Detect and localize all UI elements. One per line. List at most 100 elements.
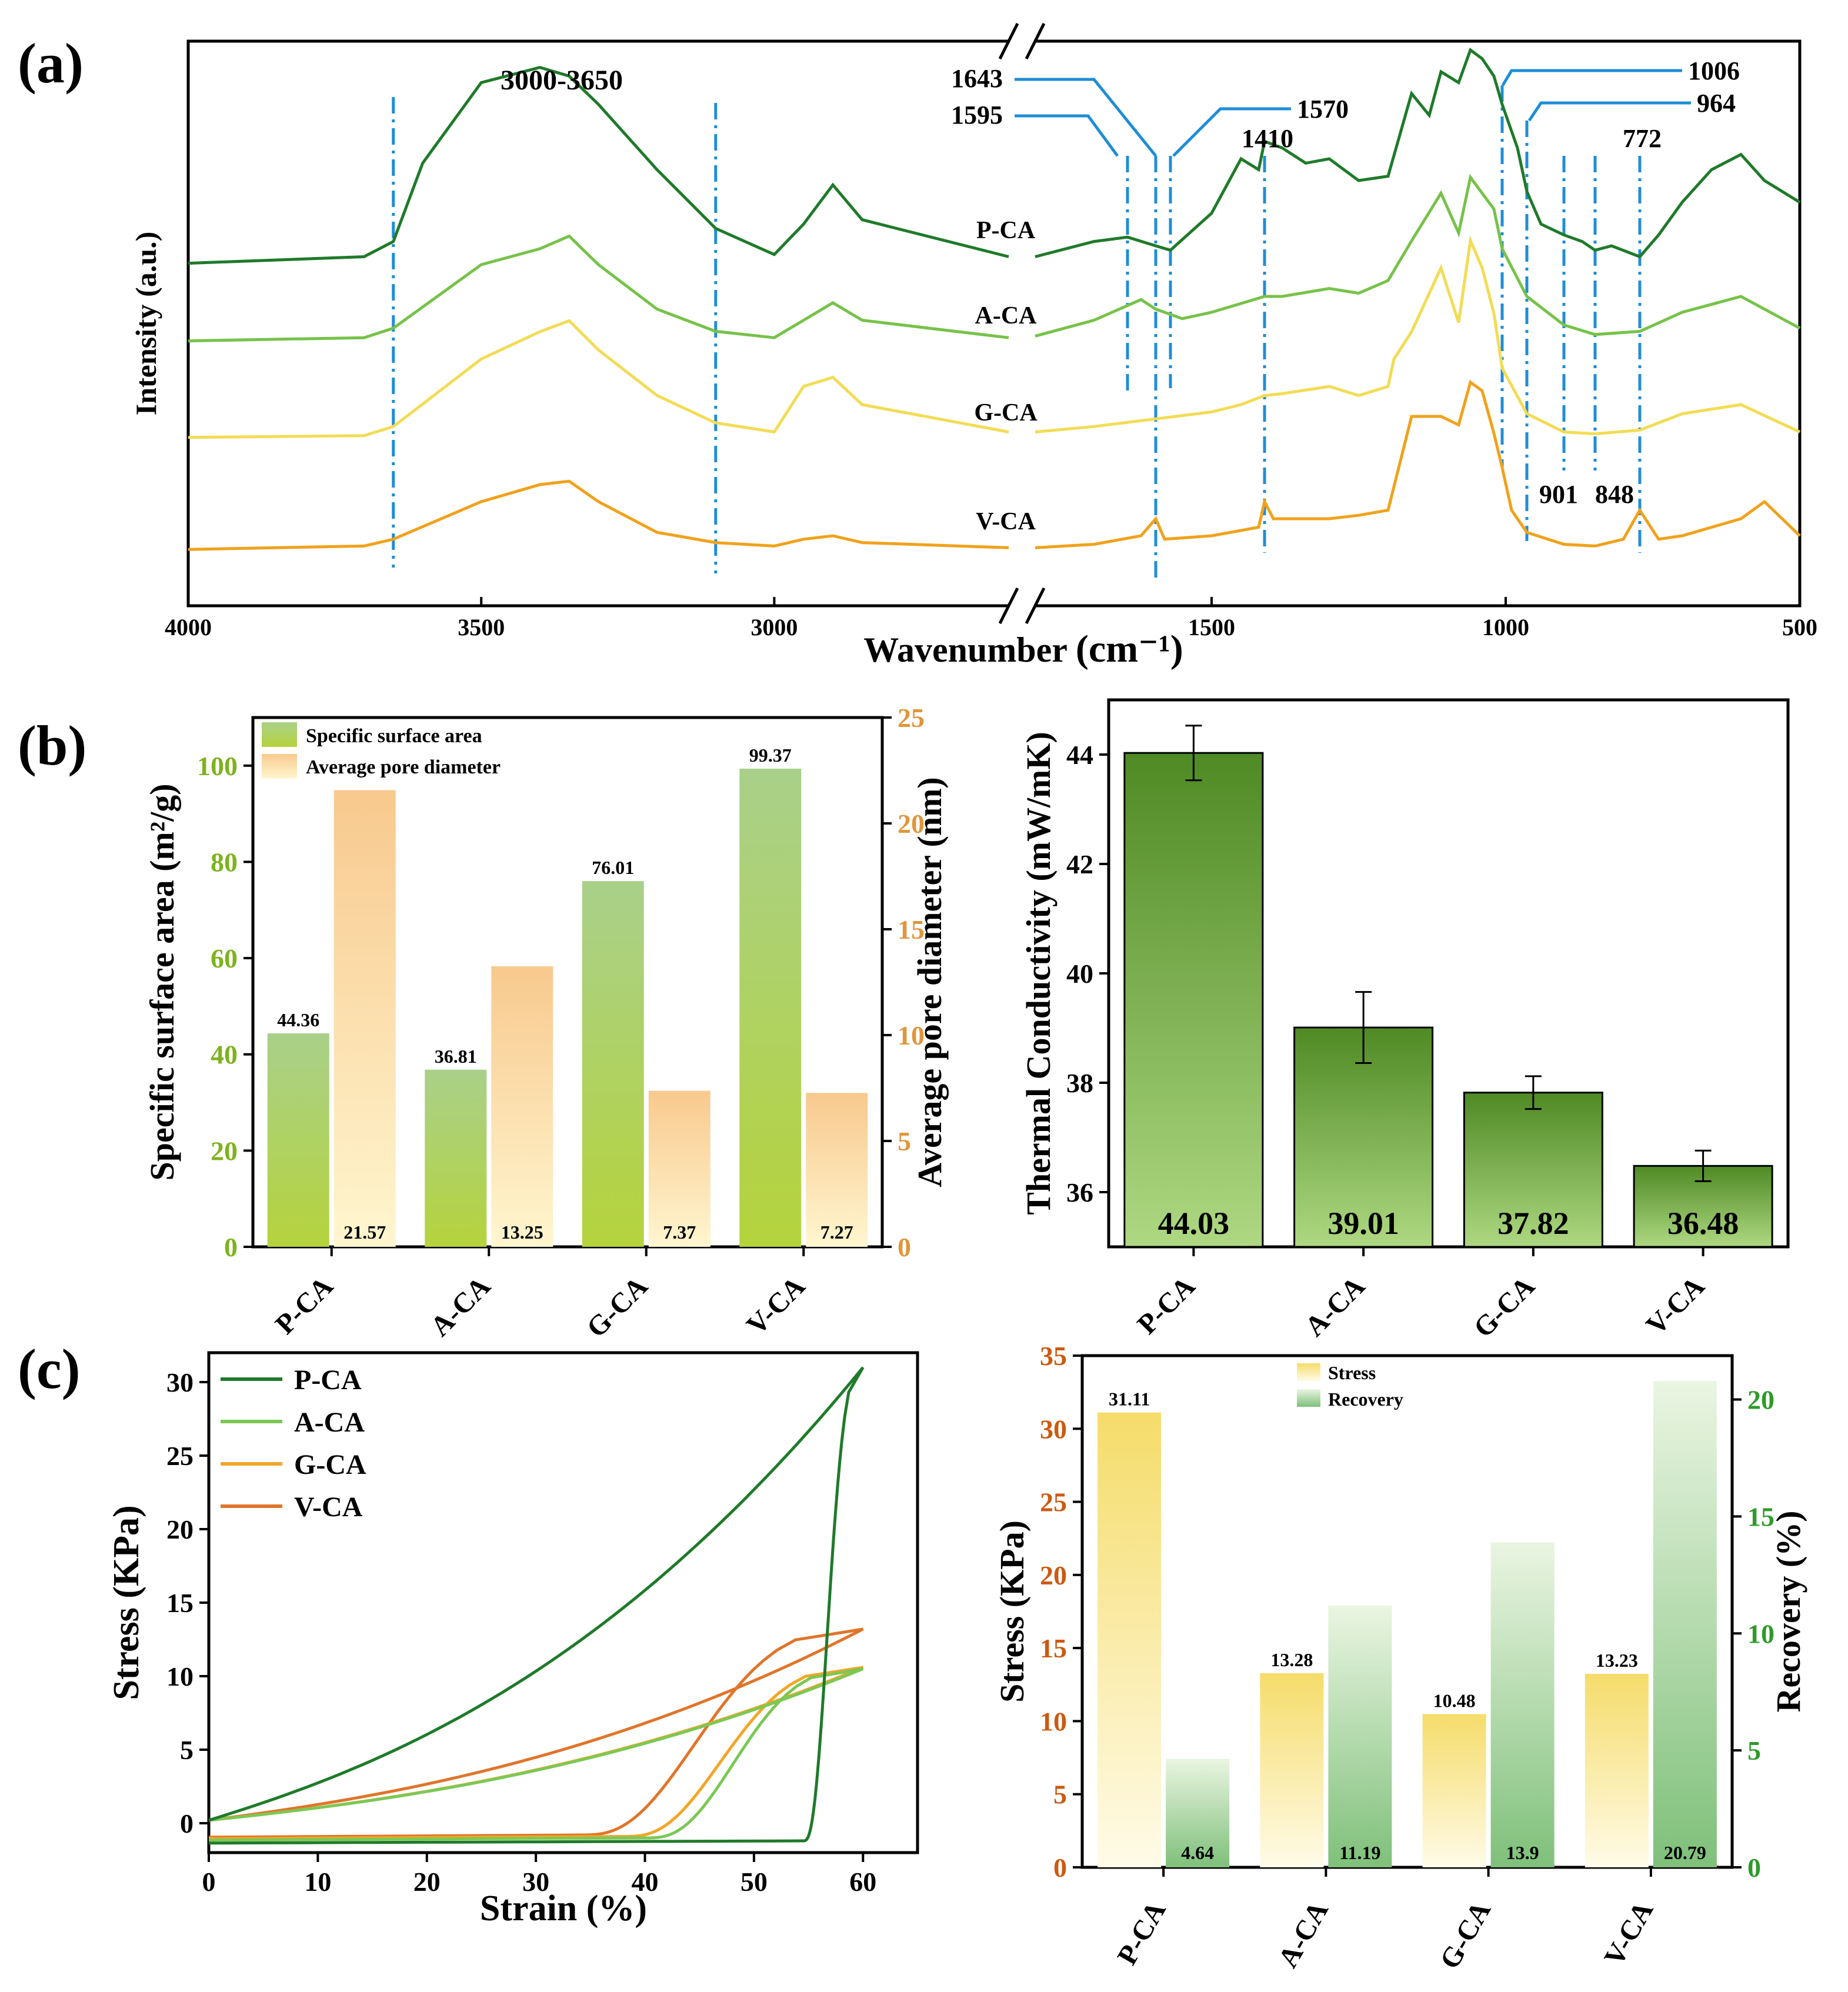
bet-ytick-label: 20 xyxy=(211,1136,238,1166)
sr-ytick-label: 25 xyxy=(1040,1487,1067,1517)
thermal-xtick-label: P-CA xyxy=(1132,1270,1202,1340)
sr-label-recovery: 13.9 xyxy=(1506,1842,1539,1863)
bet-label-apd: 21.57 xyxy=(343,1222,386,1243)
sr-ytick-label: 35 xyxy=(1040,1341,1067,1371)
ftir-xtick-label: 1500 xyxy=(1188,614,1235,640)
bet-ytick2-label: 15 xyxy=(898,915,925,945)
bet-bar-ssa-g-ca xyxy=(582,881,644,1247)
ss-legend-label: A-CA xyxy=(294,1407,365,1438)
anno-964: 964 xyxy=(1697,89,1736,118)
anno-leader-lines xyxy=(1015,69,1691,157)
legend-swatch-stress xyxy=(1297,1363,1320,1381)
bet-ytick2-label: 25 xyxy=(898,703,925,733)
bet-ytick-label: 80 xyxy=(211,847,238,877)
thermal-xtick-label: G-CA xyxy=(1467,1270,1540,1343)
ftir-xtick-label: 3500 xyxy=(458,614,505,640)
legend-swatch-recovery xyxy=(1297,1389,1320,1407)
ftir-xlabel: Wavenumber (cm⁻¹) xyxy=(863,628,1183,670)
sr-xtick-label: A-CA xyxy=(1272,1896,1335,1973)
ss-ytick-label: 15 xyxy=(166,1588,194,1618)
anno-1643: 1643 xyxy=(951,64,1003,93)
ss-ytick-label: 30 xyxy=(166,1367,194,1397)
thermal-xtick-label: V-CA xyxy=(1640,1270,1711,1341)
ss-xlabel: Strain (%) xyxy=(480,1888,647,1928)
sr-label-recovery: 4.64 xyxy=(1181,1842,1214,1863)
ftir-xtick-label: 1000 xyxy=(1482,614,1529,640)
thermal-ytick-label: 42 xyxy=(1066,849,1093,879)
legend-label-stress: Stress xyxy=(1328,1362,1376,1383)
ss-xtick-label: 10 xyxy=(304,1867,331,1897)
bet-ytick2-label: 5 xyxy=(898,1126,911,1156)
sr-label-recovery: 11.19 xyxy=(1339,1842,1380,1863)
bet-ytick-label: 60 xyxy=(211,943,238,973)
sr-xtick-label: V-CA xyxy=(1598,1896,1659,1971)
anno-772: 772 xyxy=(1623,124,1662,153)
bet-bar-apd-g-ca xyxy=(648,1090,710,1247)
bet-ytick2-label: 10 xyxy=(898,1020,925,1050)
ss-legend-label: V-CA xyxy=(294,1492,363,1523)
anno-901: 901 xyxy=(1539,480,1578,509)
thermal-chart: 44.03 P-CA 39.01 A-CA 37.82 G-CA 36.48 V-CA 36 3… xyxy=(1019,698,1790,1344)
bet-ytick-label: 100 xyxy=(197,751,238,781)
sr-ytick-label: 5 xyxy=(1053,1780,1067,1810)
thermal-ytick-label: 36 xyxy=(1066,1177,1093,1207)
bet-label-apd: 13.25 xyxy=(501,1222,543,1243)
ftir-ylabel: Intensity (a.u.) xyxy=(129,232,162,416)
bet-ylabel2: Average pore diameter (nm) xyxy=(910,777,949,1187)
ss-curve-v-ca xyxy=(208,1627,864,1839)
ftir-xtick-label: 3000 xyxy=(750,614,798,640)
anno-848: 848 xyxy=(1595,480,1634,509)
ss-xtick-label: 0 xyxy=(202,1867,216,1897)
ss-ylabel: Stress (KPa) xyxy=(106,1505,146,1700)
ss-xtick-label: 30 xyxy=(522,1867,549,1897)
sr-bar-recovery-p-ca xyxy=(1166,1759,1230,1867)
ss-xtick-label: 60 xyxy=(849,1867,876,1897)
sr-label-recovery: 20.79 xyxy=(1664,1842,1706,1863)
legend-label-apd: Average pore diameter xyxy=(306,756,501,778)
bet-bar-apd-v-ca xyxy=(806,1093,868,1247)
sr-ylabel: Stress (KPa) xyxy=(993,1520,1031,1703)
sr-ytick2-label: 0 xyxy=(1747,1853,1761,1883)
bet-label-ssa: 76.01 xyxy=(592,857,634,878)
panel-label-c: (c) xyxy=(18,1337,81,1400)
sr-bar-stress-p-ca xyxy=(1098,1412,1162,1867)
sr-bar-stress-a-ca xyxy=(1260,1673,1324,1867)
bet-ytick-label: 0 xyxy=(224,1232,238,1262)
ss-ytick-label: 25 xyxy=(166,1441,194,1471)
bet-xtick-label: A-CA xyxy=(425,1270,497,1343)
bet-frame xyxy=(251,716,884,1249)
panel-label-b: (b) xyxy=(18,714,86,777)
ftir-line-g-ca-right xyxy=(1035,235,1801,436)
stress-strain-chart: 0 10 20 30 40 50 60 0 5 10 15 20 25 30 P-CA A-CA G-CA V-… xyxy=(106,1351,919,1928)
axis-break-top xyxy=(998,22,1046,60)
ss-legend-label: P-CA xyxy=(294,1364,362,1396)
thermal-xtick-label: A-CA xyxy=(1299,1270,1372,1343)
sr-ytick-label: 0 xyxy=(1053,1853,1067,1883)
legend-label-recovery: Recovery xyxy=(1328,1389,1403,1410)
ftir-frame-left xyxy=(186,39,1009,608)
thermal-ytick-label: 44 xyxy=(1066,740,1093,770)
thermal-bar-g-ca xyxy=(1463,1092,1603,1248)
sr-bar-recovery-a-ca xyxy=(1328,1605,1392,1867)
stress-recovery-chart: 31.11 4.64 P-CA 13.28 11.19 A-CA 10.48 13.9 G-CA… xyxy=(993,1341,1807,1974)
ftir-chart: 4000 3500 3000 1500 1000 500 3000-3650 1643 1… xyxy=(129,22,1817,670)
sr-ytick-label: 30 xyxy=(1040,1414,1067,1444)
panel-label-a: (a) xyxy=(18,32,84,95)
bet-ytick2-label: 20 xyxy=(898,809,925,839)
bet-xtick-label: V-CA xyxy=(740,1270,811,1341)
ftir-xtick-label: 4000 xyxy=(165,614,212,640)
thermal-value-label: 44.03 xyxy=(1158,1206,1230,1241)
ss-curve-g-ca xyxy=(208,1666,864,1840)
legend-label-ssa: Specific surface area xyxy=(306,725,482,747)
sr-label-stress: 31.11 xyxy=(1109,1389,1150,1410)
sr-label-stress: 10.48 xyxy=(1433,1690,1476,1711)
bet-label-apd: 7.37 xyxy=(663,1222,696,1243)
thermal-value-label: 39.01 xyxy=(1327,1206,1399,1241)
thermal-value-label: 37.82 xyxy=(1497,1206,1569,1241)
bet-label-apd: 7.27 xyxy=(820,1222,853,1243)
ss-ytick-label: 5 xyxy=(180,1735,194,1765)
bet-label-ssa: 99.37 xyxy=(749,745,792,766)
sr-frame xyxy=(1080,1354,1734,1869)
bet-bar-ssa-p-ca xyxy=(267,1033,329,1247)
